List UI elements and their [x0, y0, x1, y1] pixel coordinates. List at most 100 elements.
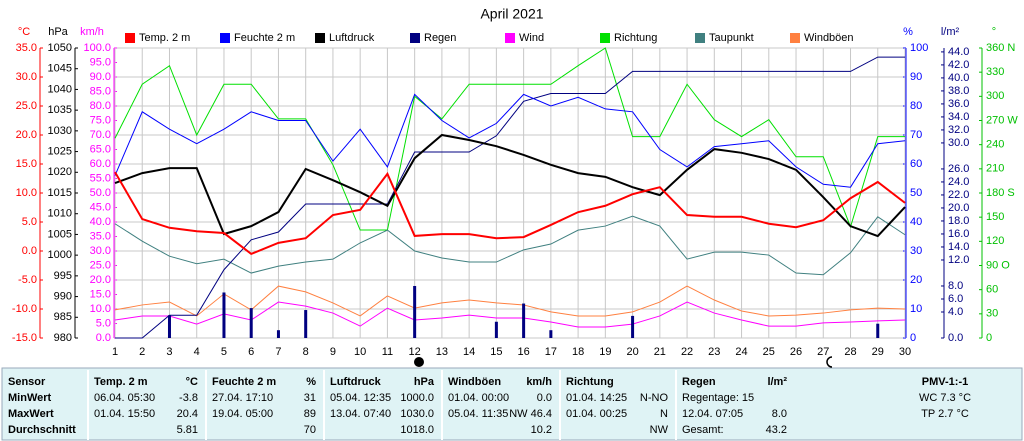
y-tick-label: 995	[54, 270, 72, 282]
series-line	[114, 47, 905, 231]
cell-value: 5.81	[177, 424, 198, 436]
cell-text: 05.04. 11:35	[448, 408, 508, 420]
x-tick-label: 29	[872, 346, 884, 358]
y-tick-label: 42.0	[948, 59, 969, 71]
column-title: Luftdruck	[330, 376, 382, 388]
cell-value: 31	[304, 392, 316, 404]
y-tick-label: 70	[910, 129, 922, 141]
y-tick-label: 980	[54, 332, 72, 344]
cell-text: Gesamt:	[682, 424, 724, 436]
y-tick-label: 55.0	[90, 172, 111, 184]
y-tick-label: 34.0	[948, 111, 969, 123]
y-tick-label: 25.0	[90, 259, 111, 271]
y-tick-label: 0.0	[96, 332, 111, 344]
y-tick-label: 24.0	[948, 176, 969, 188]
y-tick-label: 1010	[48, 208, 72, 220]
x-tick-label: 23	[708, 346, 720, 358]
y-tick-label: 10.0	[16, 187, 37, 199]
row-label: Sensor	[8, 376, 46, 388]
y-tick-label: 90	[910, 71, 922, 83]
y-tick-label: 30.0	[90, 245, 111, 257]
y-tick-label: 32.0	[948, 124, 969, 136]
y-tick-label: 4.0	[948, 306, 963, 318]
y-tick-label: 300	[986, 90, 1004, 102]
y-tick-label: 70.0	[90, 129, 111, 141]
series-line	[114, 215, 906, 276]
y-tick-label: 60	[986, 284, 998, 296]
x-tick-label: 1	[112, 346, 118, 358]
legend-swatch	[125, 33, 135, 43]
axis-unit: °	[992, 26, 996, 38]
cell-text: 12.04. 07:05	[682, 408, 743, 420]
y-tick-label: 10.0	[90, 303, 111, 315]
column-unit: l/m²	[767, 376, 787, 388]
y-tick-label: 38.0	[948, 85, 969, 97]
cell-text: TP 2.7 °C	[921, 408, 969, 420]
y-tick-label: 5.0	[96, 317, 111, 329]
cell-text: 01.04. 00:00	[448, 392, 509, 404]
cell-value: 1000.0	[400, 392, 434, 404]
y-tick-label: 360 N	[986, 42, 1015, 54]
y-tick-label: -5.0	[18, 274, 37, 286]
column-title: Regen	[682, 376, 716, 388]
y-tick-label: 100.0	[83, 42, 111, 54]
y-tick-label: 180 S	[986, 187, 1015, 199]
y-tick-label: 90 O	[986, 259, 1010, 271]
y-tick-label: 80	[910, 100, 922, 112]
axis-unit: %	[903, 26, 913, 38]
y-tick-label: 85.0	[90, 85, 111, 97]
cell-value: N	[660, 408, 668, 420]
y-tick-label: -10.0	[12, 303, 37, 315]
column-unit: %	[306, 376, 316, 388]
y-tick-label: 30	[986, 308, 998, 320]
rain-bar	[304, 310, 308, 338]
x-tick-label: 19	[599, 346, 611, 358]
cell-value: 1030.0	[400, 408, 434, 420]
y-tick-label: 75.0	[90, 114, 111, 126]
rain-bar	[413, 285, 417, 338]
x-tick-label: 16	[517, 346, 529, 358]
y-tick-label: 240	[986, 139, 1004, 151]
y-tick-label: 16.0	[948, 228, 969, 240]
x-tick-label: 5	[221, 346, 227, 358]
y-tick-label: 150	[986, 211, 1004, 223]
y-tick-label: 14.0	[948, 241, 969, 253]
legend-label: Luftdruck	[329, 32, 375, 44]
cell-text: 06.04. 05:30	[94, 392, 155, 404]
y-tick-label: 270 W	[986, 114, 1018, 126]
axis-unit: l/m²	[941, 26, 960, 38]
rain-bar	[549, 330, 553, 338]
chart-title: April 2021	[480, 6, 543, 22]
cell-value: NW 46.4	[509, 408, 552, 420]
y-tick-label: 22.0	[948, 189, 969, 201]
x-tick-label: 25	[763, 346, 775, 358]
y-tick-label: 1030	[48, 125, 72, 137]
rain-bar	[494, 321, 498, 338]
x-tick-label: 18	[572, 346, 584, 358]
row-label: MinWert	[8, 392, 52, 404]
y-tick-label: 35.0	[16, 42, 37, 54]
rain-bar	[167, 315, 171, 338]
x-tick-label: 8	[303, 346, 309, 358]
cell-value: 8.0	[772, 408, 787, 420]
x-tick-label: 15	[490, 346, 502, 358]
y-tick-label: 210	[986, 163, 1004, 175]
y-tick-label: 40.0	[90, 216, 111, 228]
y-tick-label: 60	[910, 158, 922, 170]
x-tick-label: 3	[166, 346, 172, 358]
x-tick-label: 14	[463, 346, 475, 358]
x-tick-label: 21	[654, 346, 666, 358]
y-tick-label: 95.0	[90, 56, 111, 68]
cell-value: 10.2	[531, 424, 552, 436]
y-tick-label: 1050	[48, 42, 72, 54]
cell-value: 89	[304, 408, 316, 420]
legend-swatch	[315, 33, 325, 43]
y-tick-label: 10	[910, 303, 922, 315]
cell-text: 05.04. 12:35	[330, 392, 391, 404]
y-tick-label: 990	[54, 290, 72, 302]
y-tick-label: 20.0	[948, 202, 969, 214]
axis-unit: hPa	[48, 26, 68, 38]
cell-value: 1018.0	[400, 424, 434, 436]
y-tick-label: 80.0	[90, 100, 111, 112]
